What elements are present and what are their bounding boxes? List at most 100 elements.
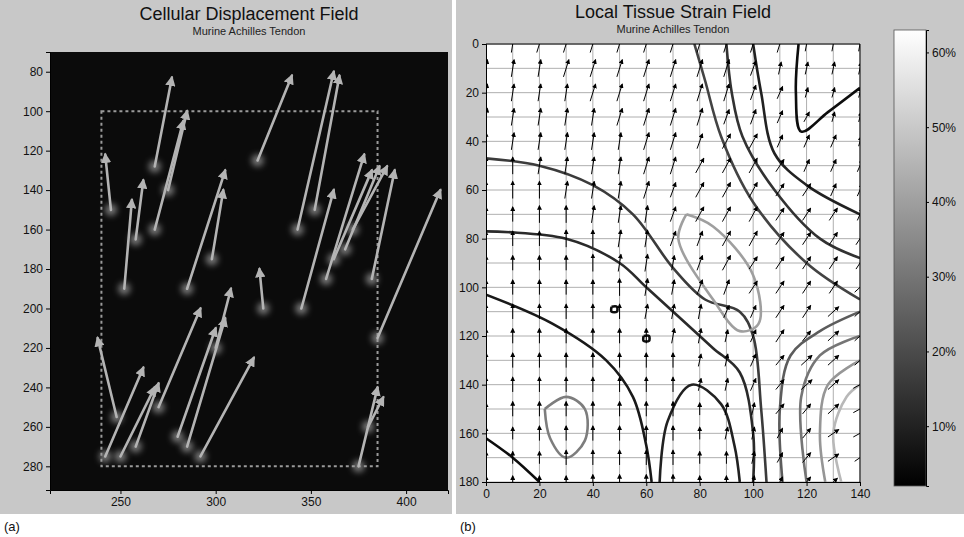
strain-vector	[512, 402, 513, 417]
strain-vector	[698, 379, 701, 391]
displacement-arrows	[98, 72, 441, 467]
tick: 140	[850, 482, 870, 501]
strain-vector	[618, 230, 621, 247]
strain-vector	[828, 331, 839, 341]
strain-vector	[619, 329, 620, 344]
strain-vector	[832, 44, 835, 51]
tick-mark	[482, 239, 486, 240]
strain-vector	[539, 452, 540, 464]
tick-label: 140	[459, 378, 479, 392]
tick-mark	[311, 490, 312, 494]
strain-vector	[828, 430, 839, 437]
strain-vector	[829, 257, 837, 269]
strain-vector	[673, 450, 674, 465]
strain-vector	[592, 304, 593, 319]
strain-vector	[696, 183, 704, 198]
strain-vector	[619, 450, 620, 465]
tick-mark	[926, 277, 929, 278]
strain-vector	[750, 85, 755, 100]
strain-vector	[670, 60, 675, 77]
strain-vector	[592, 402, 593, 417]
strain-vector	[670, 44, 675, 53]
region-of-interest	[101, 111, 377, 466]
strain-vector	[673, 426, 674, 441]
strain-vector	[829, 208, 837, 220]
strain-vector	[776, 233, 784, 245]
panel-background	[0, 0, 452, 514]
strain-vector	[776, 257, 784, 269]
tick-mark	[482, 44, 486, 45]
strain-vector	[539, 181, 540, 198]
tick-label: 160	[459, 427, 479, 441]
strain-vector	[776, 281, 784, 293]
axis-line	[487, 483, 861, 487]
strain-vector	[539, 206, 540, 223]
strain-vector	[699, 427, 700, 439]
strain-vector	[855, 307, 860, 317]
strain-vector	[645, 279, 648, 296]
strain-vector	[697, 256, 702, 271]
strain-vector	[726, 452, 727, 464]
strain-vector	[832, 62, 835, 74]
grid-line	[673, 44, 674, 482]
tick: 180	[23, 262, 50, 276]
frame	[860, 44, 861, 482]
tick: 300	[206, 490, 226, 509]
strain-vector	[538, 133, 541, 150]
strain-vector	[749, 231, 757, 246]
strain-vector	[749, 158, 757, 173]
strain-vector	[853, 405, 860, 412]
strain-vector	[592, 377, 593, 392]
tick: 10%	[926, 420, 956, 434]
strain-vector	[539, 231, 540, 246]
tick: 100	[744, 482, 764, 501]
strain-vector	[512, 231, 513, 246]
strain-vector	[539, 280, 540, 295]
strain-vector	[749, 134, 757, 149]
tick-mark	[46, 230, 50, 231]
strain-vector	[646, 475, 647, 482]
contour-line	[486, 295, 652, 482]
displacement-arrow	[155, 78, 172, 167]
strain-vector	[696, 207, 704, 222]
strain-vector	[777, 111, 782, 123]
strain-vector	[670, 133, 675, 150]
displacement-arrow	[212, 190, 223, 259]
strain-vector	[566, 304, 567, 319]
strain-vectors	[486, 44, 860, 482]
strain-vector	[750, 306, 755, 318]
strain-vector	[697, 60, 702, 77]
axis-line	[927, 31, 930, 487]
strain-vector	[566, 230, 567, 247]
strain-vector	[618, 254, 621, 271]
strain-vector	[724, 306, 729, 318]
strain-vector	[646, 402, 647, 417]
strain-vector	[777, 453, 782, 463]
displacement-arrow	[136, 180, 144, 239]
strain-vector	[803, 184, 811, 196]
tick-label: 80	[466, 232, 480, 246]
strain-vector	[776, 306, 784, 318]
tick-label: 100	[744, 487, 764, 501]
strain-vector	[803, 208, 811, 220]
tick: 250	[111, 490, 131, 509]
strain-vector	[644, 157, 649, 174]
strain-vector	[563, 60, 568, 77]
tick: 120	[23, 144, 50, 158]
strain-vector	[697, 231, 702, 246]
tick-label: 60%	[932, 46, 956, 60]
tick-label: 0	[483, 487, 490, 501]
tick-label: 40%	[932, 195, 956, 209]
strain-vector	[539, 426, 540, 441]
strain-vector	[722, 207, 730, 222]
tick: 60	[466, 183, 486, 197]
strain-vector	[539, 329, 540, 344]
strain-vector	[592, 426, 593, 441]
panel-subtitle: Murine Achilles Tendon	[617, 23, 730, 35]
strain-vector	[645, 254, 648, 271]
strain-vector	[752, 476, 755, 482]
tick-mark	[46, 427, 50, 428]
strain-vector	[750, 330, 755, 342]
strain-vector	[645, 206, 648, 223]
strain-vector	[592, 157, 595, 174]
